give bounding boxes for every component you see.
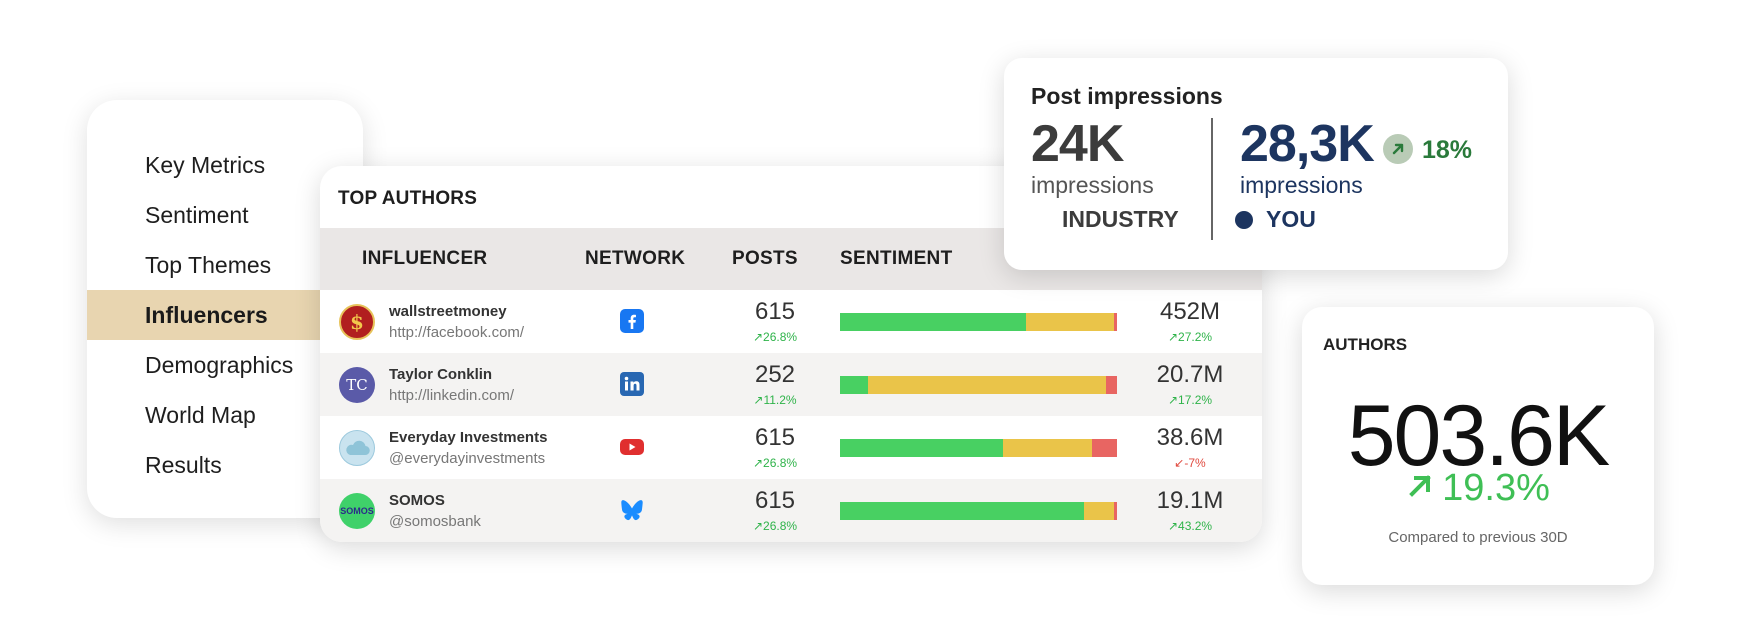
authors-kpi-card: AUTHORS 503.6K 19.3% Compared to previou… — [1302, 307, 1654, 585]
sentiment-positive-segment — [840, 439, 1004, 457]
posts-change: ↗11.2% — [753, 393, 797, 407]
sentiment-positive-segment — [840, 313, 1026, 331]
menu-list: Key Metrics Sentiment Top Themes Influen… — [87, 140, 363, 490]
authors-kpi-value: 503.6K — [1347, 388, 1611, 484]
arrow-up-right-icon: ↗ — [752, 519, 764, 533]
column-header-sentiment[interactable]: SENTIMENT — [840, 248, 953, 269]
table-row[interactable]: $ wallstreetmoney http://facebook.com/ 6… — [320, 290, 1262, 353]
sentiment-negative-segment — [1114, 313, 1117, 331]
menu-item-world-map[interactable]: World Map — [145, 401, 256, 428]
authors-kpi-change-row: 19.3% — [1302, 467, 1654, 510]
column-header-posts[interactable]: POSTS — [732, 248, 798, 269]
reach-change: ↗27.2% — [1167, 330, 1213, 344]
top-authors-card: TOP AUTHORS INFLUENCER NETWORK POSTS SEN… — [320, 166, 1262, 542]
posts-change: ↗26.8% — [752, 330, 798, 344]
author-handle: http://linkedin.com/ — [389, 387, 515, 404]
reach-change: ↗43.2% — [1167, 519, 1213, 533]
sentiment-bar — [840, 376, 1117, 394]
reach-change: ↙-7% — [1174, 456, 1206, 470]
bluesky-icon — [619, 497, 645, 523]
top-authors-title: TOP AUTHORS — [338, 188, 478, 209]
your-impressions-value: 28,3K — [1240, 115, 1375, 173]
reach-value: 19.1M — [1156, 487, 1224, 514]
arrow-up-right-icon: ↗ — [1167, 519, 1179, 533]
authors-kpi-comparison: Compared to previous 30D — [1388, 529, 1568, 546]
author-name[interactable]: Taylor Conklin — [389, 366, 493, 383]
post-impressions-card: Post impressions 24K impressions INDUSTR… — [1004, 58, 1508, 270]
author-name[interactable]: SOMOS — [389, 492, 445, 509]
arrow-up-right-icon: ↗ — [752, 330, 764, 344]
reach-change: ↗17.2% — [1167, 393, 1213, 407]
sentiment-bar — [840, 439, 1117, 457]
arrow-up-right-icon: ↗ — [1167, 330, 1179, 344]
authors-kpi-change: 19.3% — [1442, 467, 1550, 509]
table-row[interactable]: Everyday Investments @everydayinvestment… — [320, 416, 1262, 479]
you-legend-dot — [1235, 211, 1253, 229]
author-handle: @somosbank — [389, 513, 481, 530]
linkedin-icon — [619, 371, 645, 397]
sentiment-bar — [840, 502, 1117, 520]
your-impressions-unit: impressions — [1240, 172, 1363, 198]
sentiment-positive-segment — [840, 502, 1084, 520]
posts-count: 615 — [754, 424, 796, 451]
posts-change: ↗26.8% — [752, 519, 798, 533]
column-header-network[interactable]: NETWORK — [585, 248, 686, 269]
sentiment-neutral-segment — [867, 376, 1106, 394]
column-header-influencer[interactable]: INFLUENCER — [362, 248, 488, 269]
post-impressions-title: Post impressions — [1031, 83, 1223, 109]
menu-item-influencers[interactable]: Influencers — [87, 290, 363, 340]
posts-count: 252 — [754, 361, 796, 388]
youtube-icon — [619, 434, 645, 460]
sentiment-negative-segment — [1114, 502, 1117, 520]
sentiment-positive-segment — [840, 376, 868, 394]
sentiment-negative-segment — [1105, 376, 1117, 394]
report-sections-menu: Key Metrics Sentiment Top Themes Influen… — [87, 100, 363, 518]
arrow-up-right-icon: ↗ — [1167, 393, 1179, 407]
author-name[interactable]: Everyday Investments — [389, 429, 548, 446]
posts-count: 615 — [754, 487, 796, 514]
arrow-up-right-icon: ↗ — [752, 456, 764, 470]
menu-item-key-metrics[interactable]: Key Metrics — [145, 151, 266, 178]
industry-label: INDUSTRY — [1062, 206, 1179, 232]
initials-avatar: TC — [339, 367, 375, 403]
arrow-up-right-icon — [1406, 472, 1434, 505]
reach-value: 452M — [1159, 298, 1221, 325]
industry-impressions-unit: impressions — [1031, 172, 1154, 198]
cloud-avatar — [339, 430, 375, 466]
table-row[interactable]: SOMOS SOMOS @somosbank 615 ↗26.8% 19.1M … — [320, 479, 1262, 542]
facebook-icon — [619, 308, 645, 334]
menu-item-top-themes[interactable]: Top Themes — [145, 251, 272, 278]
sentiment-neutral-segment — [1083, 502, 1115, 520]
table-header: INFLUENCER NETWORK POSTS SENTIMENT — [320, 228, 1262, 290]
menu-item-results[interactable]: Results — [145, 451, 222, 478]
sentiment-neutral-segment — [1025, 313, 1115, 331]
table-row[interactable]: TC Taylor Conklin http://linkedin.com/ 2… — [320, 353, 1262, 416]
you-label: YOU — [1266, 206, 1316, 232]
arrow-down-left-icon: ↙ — [1174, 456, 1185, 470]
divider — [1211, 118, 1213, 240]
sentiment-bar — [840, 313, 1117, 331]
impressions-change: 18% — [1422, 136, 1473, 164]
industry-impressions-value: 24K — [1031, 115, 1124, 173]
arrow-up-right-icon: ↗ — [753, 393, 764, 407]
sentiment-neutral-segment — [1003, 439, 1093, 457]
somos-avatar: SOMOS — [339, 493, 375, 529]
reach-value: 38.6M — [1156, 424, 1224, 451]
author-handle: @everydayinvestments — [389, 450, 546, 467]
posts-change: ↗26.8% — [752, 456, 798, 470]
dollar-avatar: $ — [339, 304, 375, 340]
arrow-up-right-icon — [1383, 134, 1413, 164]
menu-item-demographics[interactable]: Demographics — [145, 351, 294, 378]
author-name[interactable]: wallstreetmoney — [389, 303, 507, 320]
reach-value: 20.7M — [1156, 361, 1224, 388]
sentiment-negative-segment — [1092, 439, 1117, 457]
author-handle: http://facebook.com/ — [389, 324, 525, 341]
posts-count: 615 — [754, 298, 796, 325]
authors-kpi-title: AUTHORS — [1323, 335, 1408, 354]
menu-item-sentiment[interactable]: Sentiment — [145, 201, 249, 228]
